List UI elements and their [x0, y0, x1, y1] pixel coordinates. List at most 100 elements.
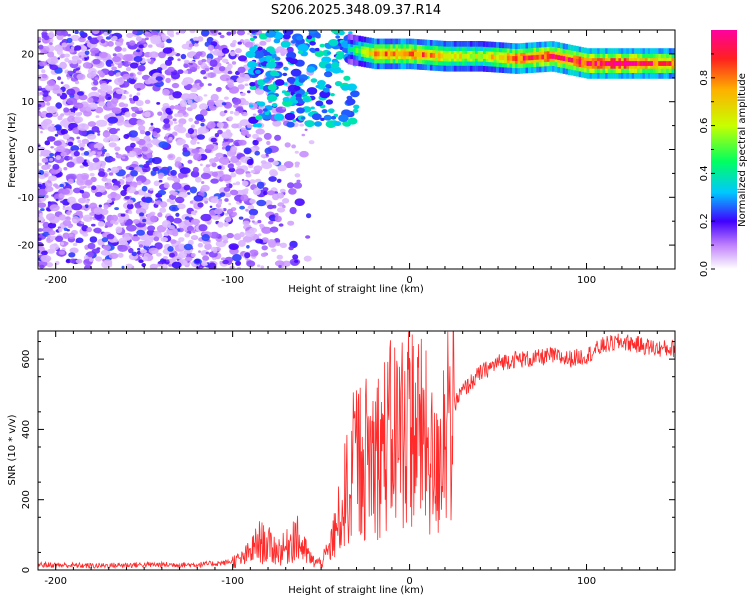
spectrogram-cell: [254, 87, 265, 95]
spectrogram-cell: [110, 191, 117, 198]
spectrogram-cell: [79, 55, 82, 58]
spectrogram-cell: [173, 51, 177, 55]
carrier-band-cell: [483, 54, 486, 59]
spectrogram-cell: [67, 76, 70, 80]
spectrogram-cell: [60, 242, 64, 246]
spectrogram-cell: [237, 266, 241, 269]
carrier-band-cell: [368, 50, 372, 56]
spectrogram-cell: [325, 63, 332, 69]
spectrogram-cell: [257, 46, 263, 51]
spectrogram-cell: [195, 176, 202, 183]
spectrogram-cell: [129, 97, 133, 101]
spectrogram-cell: [255, 238, 264, 244]
spectrogram-cell: [100, 39, 106, 44]
spectrogram-cell: [165, 77, 171, 84]
spectrogram-cell: [319, 43, 325, 48]
spectrogram-cell: [154, 242, 163, 250]
spectrogram-cell: [175, 32, 180, 35]
spectrogram-cell: [77, 139, 82, 144]
spectrogram-cell: [67, 33, 71, 37]
spectrogram-cell: [253, 50, 264, 59]
spectrogram-cell: [327, 108, 335, 114]
spectrogram-cell: [51, 123, 55, 127]
spectrogram-cell: [257, 101, 266, 107]
spectrogram-cell: [55, 235, 64, 242]
spectrogram-cell: [257, 264, 261, 268]
spectrogram-cell: [117, 244, 128, 252]
spectrogram-cell: [78, 36, 86, 43]
spectrogram-cell: [163, 118, 170, 124]
spectrogram-cell: [274, 134, 282, 141]
spectrogram-cell: [341, 85, 350, 91]
spectrogram-cell: [128, 130, 138, 138]
spectrogram-cell: [50, 235, 57, 241]
spectrogram-cell: [162, 256, 168, 260]
spectrogram-cell: [67, 178, 74, 184]
spectrogram-cell: [177, 172, 185, 179]
colorbar-tick-label: 0.2: [699, 213, 710, 229]
spectrogram-cell: [183, 184, 191, 191]
spectrogram-cell: [173, 121, 178, 124]
carrier-band-cell: [517, 56, 521, 61]
spectrogram-cell: [61, 42, 68, 48]
carrier-band-cell: [451, 53, 454, 59]
spectrogram-cell: [194, 120, 200, 125]
spectrogram-cell: [207, 99, 215, 108]
spectrogram-cell: [132, 95, 139, 102]
spectrogram-cell: [144, 37, 149, 41]
colorbar-tick-label: 0.8: [699, 70, 710, 86]
spectrogram-cell: [209, 231, 220, 239]
colorbar-ticks: 0.0 0.2 0.4 0.6 0.8: [699, 53, 715, 277]
spectrogram-cell: [188, 117, 194, 122]
spectrogram-cell: [183, 59, 190, 64]
spectrogram-cell: [82, 194, 88, 199]
spectrogram-cell: [257, 109, 263, 114]
carrier-band-cell: [634, 61, 638, 66]
spectrogram-y-ticks: -20 -10 0 10 20: [18, 29, 675, 270]
spectrogram-cell: [93, 80, 99, 86]
spectrogram-cell: [106, 89, 114, 95]
spectrogram-cell: [176, 126, 187, 134]
carrier-band-cell: [663, 61, 667, 66]
spectrogram-cell: [135, 36, 142, 42]
spectrogram-cell: [286, 57, 294, 63]
spectrogram-cell: [249, 46, 257, 52]
spectrogram-cell: [143, 135, 151, 142]
spectrogram-cell: [180, 93, 191, 101]
spectrogram-cell: [172, 91, 183, 99]
spectrogram-cell: [134, 202, 141, 207]
spectrogram-cell: [286, 76, 296, 84]
spectrogram-cell: [76, 59, 82, 64]
spectrogram-cell: [321, 109, 328, 114]
spectrogram-cell: [190, 124, 196, 129]
carrier-band-cell: [589, 61, 592, 66]
spectrogram-cell: [273, 38, 281, 44]
spectrogram-cell: [138, 125, 146, 132]
spectrogram-cell: [210, 137, 217, 143]
spectrogram-cell: [314, 47, 320, 52]
spectrogram-cell: [40, 208, 45, 212]
spectrogram-cell: [66, 161, 75, 168]
spectrogram-cell: [190, 253, 196, 258]
spectrogram-cell: [252, 113, 257, 116]
spectrogram-cell: [252, 139, 259, 146]
spectrogram-cell: [222, 58, 229, 63]
spectrogram-cell: [143, 163, 150, 169]
spectrogram-cell: [80, 221, 85, 225]
spectrogram-cell: [222, 259, 229, 265]
spectrogram-cell: [57, 115, 63, 121]
y-tick-label: 10: [21, 97, 34, 108]
spectrogram-cell: [256, 199, 267, 207]
spectrogram-cell: [169, 199, 176, 205]
spectrogram-cell: [320, 117, 325, 121]
spectrogram-cell: [167, 246, 174, 252]
spectrogram-cell: [130, 142, 136, 148]
spectrogram-cell: [133, 136, 140, 142]
spectrogram-cell: [136, 119, 145, 125]
spectrogram-cell: [207, 72, 217, 78]
spectrogram-cell: [130, 170, 139, 177]
spectrogram-cell: [177, 112, 184, 118]
spectrogram-cell: [89, 216, 93, 220]
spectrogram-cell: [41, 164, 49, 170]
spectrogram-cell: [43, 173, 48, 177]
